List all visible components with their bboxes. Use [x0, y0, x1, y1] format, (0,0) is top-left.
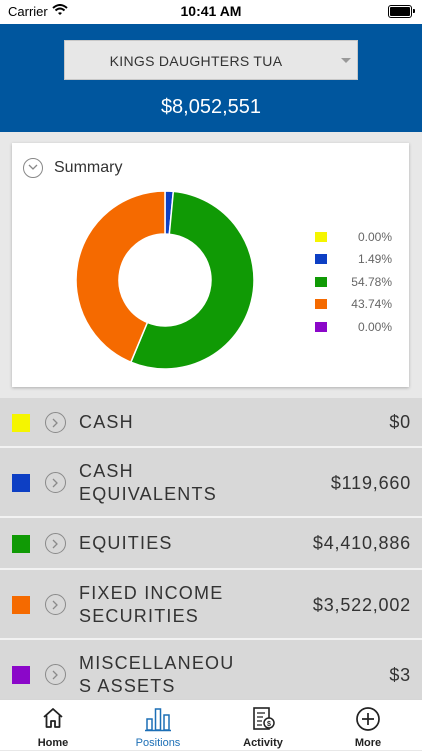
- clock: 10:41 AM: [180, 3, 242, 19]
- bottom-tab-bar: Home Positions $ Activity More: [0, 699, 422, 750]
- home-icon: [43, 708, 63, 728]
- legend-item: 43.74%: [312, 294, 392, 316]
- category-name: FIXED INCOME SECURITIES: [79, 583, 224, 626]
- category-value: $3: [389, 665, 411, 685]
- caret-down-icon: [341, 58, 351, 63]
- statement-icon: $: [253, 707, 275, 730]
- chevron-right-icon[interactable]: [45, 594, 66, 615]
- legend-percent: 54.78%: [351, 274, 392, 289]
- category-row-fixed-income[interactable]: FIXED INCOME SECURITIES $3,522,002: [0, 570, 422, 640]
- legend-swatch: [315, 254, 327, 265]
- wifi-icon: [52, 4, 68, 15]
- legend-swatch: [315, 232, 327, 242]
- chevron-right-icon[interactable]: [45, 412, 66, 433]
- tab-label: Activity: [243, 737, 283, 749]
- tab-positions[interactable]: Positions: [108, 700, 208, 751]
- legend-percent: 0.00%: [357, 319, 392, 334]
- legend-item: 0.00%: [312, 227, 392, 249]
- legend-swatch: [315, 321, 327, 332]
- tab-home[interactable]: Home: [3, 700, 103, 751]
- legend-swatch: [315, 276, 327, 287]
- chevron-right-icon[interactable]: [45, 472, 66, 493]
- category-row-cash[interactable]: CASH $0: [0, 398, 422, 448]
- chevron-right-icon[interactable]: [45, 533, 66, 554]
- bar-chart-icon: [145, 708, 171, 732]
- tab-label: More: [354, 737, 382, 749]
- tab-more[interactable]: More: [318, 700, 418, 751]
- chart-legend: 0.00% 1.49% 54.78% 43.74% 0.00%: [312, 227, 392, 339]
- legend-item: 0.00%: [312, 317, 392, 339]
- account-selector[interactable]: KINGS DAUGHTERS TUA: [64, 40, 358, 80]
- category-color-swatch: [12, 596, 30, 614]
- account-name: KINGS DAUGHTERS TUA: [109, 53, 283, 69]
- legend-percent: 43.74%: [351, 297, 392, 312]
- legend-item: 54.78%: [312, 272, 392, 294]
- carrier-label: Carrier: [8, 4, 48, 19]
- svg-text:$: $: [267, 721, 271, 728]
- legend-percent: 0.00%: [357, 230, 392, 244]
- donut-slice-equities: [129, 190, 255, 370]
- category-name: CASH: [79, 412, 134, 432]
- category-name: MISCELLANEOU S ASSETS: [79, 653, 235, 696]
- chevron-right-icon[interactable]: [45, 664, 66, 685]
- category-color-swatch: [12, 474, 30, 492]
- legend-swatch: [315, 299, 327, 310]
- category-color-swatch: [12, 666, 30, 684]
- asset-category-list: CASH $0 CASH EQUIVALENTS $119,660 EQUITI…: [0, 398, 422, 710]
- status-bar: Carrier 10:41 AM: [0, 0, 422, 24]
- allocation-donut-chart: [75, 190, 255, 370]
- tab-activity[interactable]: $ Activity: [213, 700, 313, 751]
- category-row-cash-equivalents[interactable]: CASH EQUIVALENTS $119,660: [0, 448, 422, 518]
- category-row-equities[interactable]: EQUITIES $4,410,886: [0, 518, 422, 570]
- category-value: $119,660: [330, 473, 411, 493]
- summary-card: Summary 0.00% 1.49% 54.78% 43.74% 0.00%: [12, 143, 409, 387]
- donut-slice-fixed-income-securities: [75, 190, 166, 364]
- account-header: KINGS DAUGHTERS TUA $8,052,551: [0, 24, 422, 132]
- tab-label: Positions: [135, 737, 181, 749]
- category-color-swatch: [12, 535, 30, 553]
- category-value: $4,410,886: [312, 533, 411, 553]
- category-value: $0: [389, 412, 411, 432]
- summary-title: Summary: [54, 159, 123, 176]
- legend-item: 1.49%: [312, 249, 392, 271]
- category-value: $3,522,002: [312, 595, 411, 615]
- total-portfolio-value: $8,052,551: [160, 96, 262, 118]
- category-name: CASH EQUIVALENTS: [79, 461, 217, 504]
- legend-percent: 1.49%: [357, 252, 392, 267]
- collapse-toggle-icon[interactable]: [23, 158, 43, 178]
- category-color-swatch: [12, 414, 30, 432]
- battery-icon: [388, 5, 415, 18]
- category-name: EQUITIES: [79, 533, 173, 553]
- tab-label: Home: [37, 737, 69, 749]
- plus-circle-icon: [356, 707, 380, 731]
